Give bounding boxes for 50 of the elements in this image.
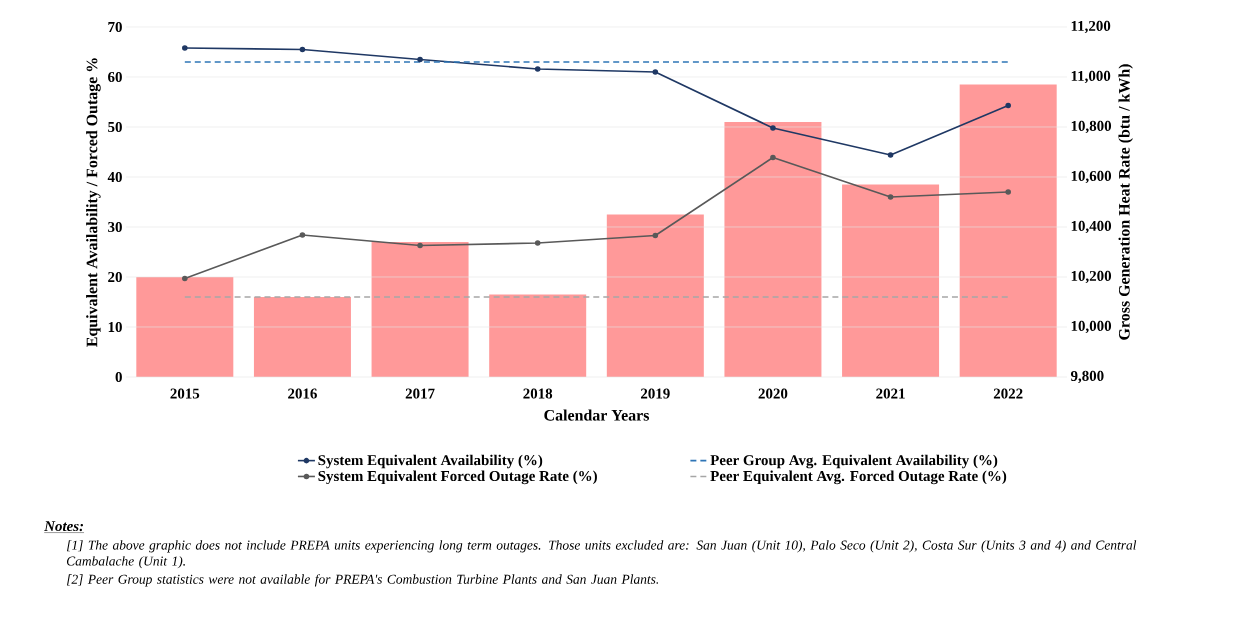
y-tick-label: 50: [108, 121, 122, 133]
y-tick-label: 30: [108, 221, 122, 233]
point: [1005, 102, 1011, 109]
y2-tick-label: 9,800: [1070, 370, 1104, 384]
y2-tick-label: 10,000: [1071, 320, 1112, 334]
point: [887, 152, 894, 158]
point: [534, 240, 541, 246]
point: [652, 232, 659, 239]
x-tick-label: 2020: [758, 388, 788, 399]
y-tick-label: 20: [108, 271, 122, 283]
x-tick-label: 2018: [523, 388, 553, 399]
y-tick-label: 60: [108, 71, 122, 83]
y2-tick-label: 10,400: [1071, 220, 1112, 234]
point: [299, 232, 306, 238]
x-tick-label: 2015: [170, 388, 200, 399]
x-tick-label: 2016: [288, 388, 317, 399]
legend-label: System Equivalent Availability (%): [318, 454, 543, 469]
legend-label: Peer Group Avg. Equivalent Availability (%): [710, 454, 998, 469]
y2-tick-label: 10,200: [1071, 270, 1112, 284]
text: [1] The above graphic does not include PREPA units experiencing long term outages. Those units excluded are: San Juan (Unit 10), Palo Seco (Unit 2), Costa Sur (Units 3 and 4) and Central Cambalache (Unit 1).: [66, 540, 1137, 569]
y-tick-label: 0: [115, 371, 122, 383]
y2-tick-label: 10,800: [1071, 120, 1112, 134]
point: [182, 45, 188, 51]
x-tick-label: 2021: [876, 388, 905, 399]
point: [887, 194, 894, 200]
point: [182, 275, 188, 282]
x-tick-label: 2022: [993, 388, 1023, 399]
x-tick-label: 2019: [641, 388, 670, 399]
point: [534, 66, 541, 72]
point: [1005, 189, 1011, 195]
point: [652, 69, 659, 75]
y2-tick-label: 10,600: [1071, 170, 1112, 184]
y2-tick-label: 11,200: [1071, 20, 1111, 34]
point: [770, 125, 776, 131]
x-axis-title: Calendar Years: [544, 409, 650, 421]
point: [770, 154, 776, 161]
legend-label: System Equivalent Forced Outage Rate (%): [318, 470, 597, 485]
y-tick-label: 10: [108, 321, 122, 333]
y-axis-title: Equivalent Availability / Forced Outage %: [86, 58, 101, 347]
x-tick-label: 2017: [405, 388, 435, 399]
point: [299, 46, 306, 53]
legend-label: Peer Equivalent Avg. Forced Outage Rate (%): [710, 470, 1007, 485]
text: Notes:: [44, 521, 83, 532]
y-tick-label: 40: [107, 171, 122, 183]
y2-axis-title: Gross Generation Heat Rate (btu / kWh): [1118, 64, 1133, 340]
point: [417, 56, 423, 63]
point: [417, 242, 423, 249]
y-tick-label: 70: [108, 21, 122, 33]
y2-tick-label: 11,000: [1071, 70, 1111, 84]
text: [2] Peer Group statistics were not available for PREPA's Combustion Turbine Plants and San Juan Plants.: [66, 574, 659, 587]
